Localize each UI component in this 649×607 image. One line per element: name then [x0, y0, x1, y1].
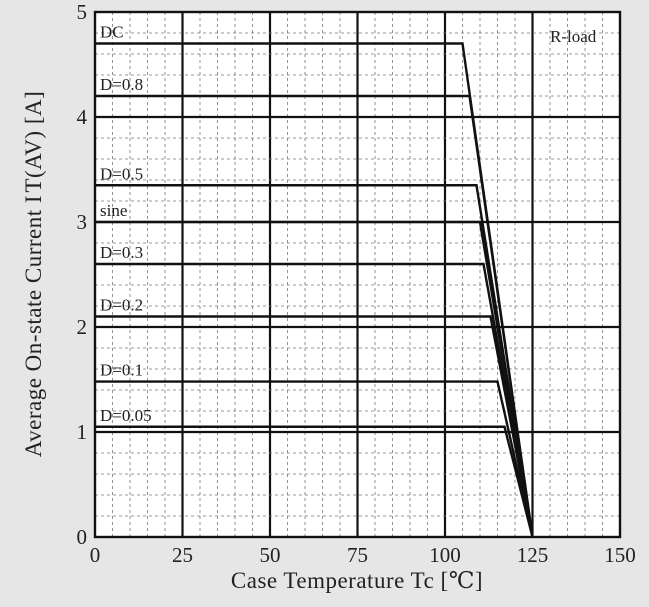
x-tick-label: 0 — [90, 543, 101, 567]
y-axis-title: Average On-state Current I T(AV) [A] — [21, 91, 46, 458]
curve-d-0-8 — [95, 94, 534, 538]
curve-label-dc: DC — [100, 23, 124, 42]
y-tick-label: 2 — [77, 315, 88, 339]
x-tick-label: 50 — [260, 543, 281, 567]
y-tick-label: 3 — [77, 210, 88, 234]
curve-label-d-0-3: D=0.3 — [100, 243, 143, 262]
curve-label-d-0-5: D=0.5 — [100, 164, 143, 183]
plot-frame — [93, 10, 622, 539]
curve-label-d-0-2: D=0.2 — [100, 296, 143, 315]
x-axis-title: Case Temperature Tc [℃] — [231, 568, 483, 593]
y-tick-label: 0 — [77, 525, 88, 549]
y-tick-label: 1 — [77, 420, 88, 444]
curve-labels: DC D=0.8 D=0.5 sine D=0.3 D=0.2 D=0.1 D=0.05 — [100, 23, 152, 425]
curve-label-d-0-8: D=0.8 — [100, 75, 143, 94]
curve-label-d-0-1: D=0.1 — [100, 361, 143, 380]
x-tick-label: 150 — [604, 543, 636, 567]
curve-label-sine: sine — [100, 201, 127, 220]
x-tick-label: 75 — [347, 543, 368, 567]
annotation-r-load: R-load — [550, 27, 597, 46]
curve-d-0-2 — [95, 315, 534, 538]
curves — [95, 42, 534, 538]
x-tick-label: 125 — [517, 543, 549, 567]
y-tick-label: 4 — [77, 105, 88, 129]
x-tick-label: 25 — [172, 543, 193, 567]
curve-d-0-1 — [95, 380, 534, 538]
curve-sine — [95, 220, 534, 538]
tick-labels: 0 25 50 75 100 125 150 0 1 2 3 4 5 — [77, 0, 636, 567]
curve-label-d-0-05: D=0.05 — [100, 406, 152, 425]
x-tick-label: 100 — [429, 543, 461, 567]
y-tick-label: 5 — [77, 0, 88, 24]
curve-d-0-05 — [95, 425, 534, 538]
